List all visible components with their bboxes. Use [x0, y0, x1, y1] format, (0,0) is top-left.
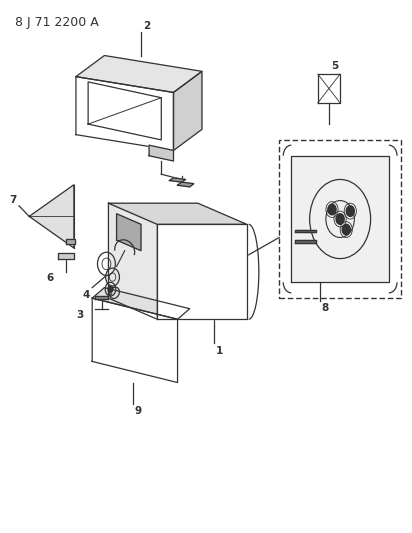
Polygon shape — [178, 182, 194, 187]
Polygon shape — [66, 239, 75, 244]
Polygon shape — [76, 77, 173, 150]
Polygon shape — [291, 156, 389, 282]
Polygon shape — [149, 145, 173, 161]
Polygon shape — [173, 71, 202, 150]
Text: 9: 9 — [135, 406, 142, 416]
Text: 4: 4 — [82, 290, 90, 300]
Polygon shape — [29, 185, 74, 248]
Text: 5: 5 — [331, 61, 338, 71]
Polygon shape — [92, 298, 178, 383]
Circle shape — [108, 286, 113, 292]
Polygon shape — [92, 288, 190, 319]
Circle shape — [346, 206, 354, 216]
Text: 7: 7 — [9, 195, 16, 205]
Polygon shape — [96, 295, 108, 299]
Text: 6: 6 — [46, 273, 53, 283]
Text: 3: 3 — [76, 310, 84, 320]
Text: 1: 1 — [216, 345, 223, 356]
Polygon shape — [76, 55, 202, 92]
Circle shape — [336, 214, 344, 224]
Circle shape — [342, 224, 350, 235]
Polygon shape — [295, 240, 316, 243]
Polygon shape — [157, 224, 247, 319]
Polygon shape — [169, 178, 186, 182]
Polygon shape — [295, 230, 316, 232]
Polygon shape — [58, 253, 74, 259]
FancyBboxPatch shape — [279, 140, 401, 298]
Polygon shape — [117, 214, 141, 251]
Text: 2: 2 — [143, 21, 150, 31]
Text: 8: 8 — [321, 303, 328, 313]
Text: 8 J 71 2200 A: 8 J 71 2200 A — [15, 16, 99, 29]
Circle shape — [328, 204, 336, 215]
Polygon shape — [108, 203, 157, 319]
Polygon shape — [108, 203, 247, 224]
